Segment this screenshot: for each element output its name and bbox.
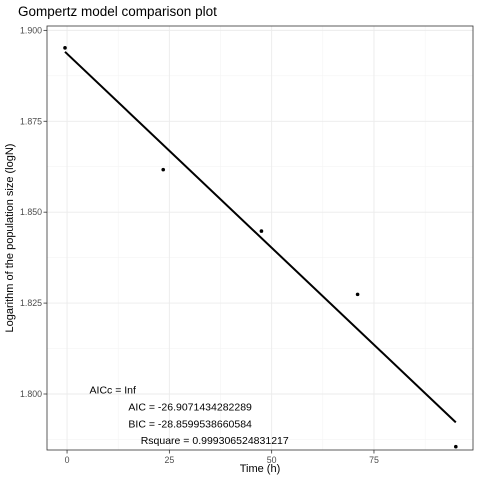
- annotation-text: BIC = -28.8599538660584: [128, 418, 252, 430]
- x-tick-label: 75: [369, 455, 379, 465]
- y-axis-title: Logarithm of the population size (logN): [4, 144, 16, 333]
- y-axis: 1.800 1.825 1.850 1.875 1.900: [20, 25, 47, 399]
- data-point: [63, 46, 67, 50]
- y-tick-label: 1.900: [20, 25, 42, 35]
- y-tick-label: 1.875: [20, 116, 42, 126]
- annotation-text: Rsquare = 0.999306524831217: [141, 435, 289, 447]
- data-point: [161, 168, 165, 172]
- y-tick-label: 1.825: [20, 298, 42, 308]
- annotation-text: AIC = -26.9071434282289: [128, 401, 252, 413]
- data-point: [260, 229, 264, 233]
- x-axis-title: Time (h): [240, 463, 281, 475]
- chart-title: Gompertz model comparison plot: [18, 4, 217, 19]
- x-axis: 0 25 50 75: [65, 450, 379, 465]
- annotation-text: AICc = Inf: [90, 385, 136, 397]
- y-tick-label: 1.800: [20, 389, 42, 399]
- data-point: [356, 293, 360, 297]
- x-tick-label: 0: [65, 455, 70, 465]
- y-tick-label: 1.850: [20, 207, 42, 217]
- x-tick-label: 25: [164, 455, 174, 465]
- data-point: [454, 445, 458, 449]
